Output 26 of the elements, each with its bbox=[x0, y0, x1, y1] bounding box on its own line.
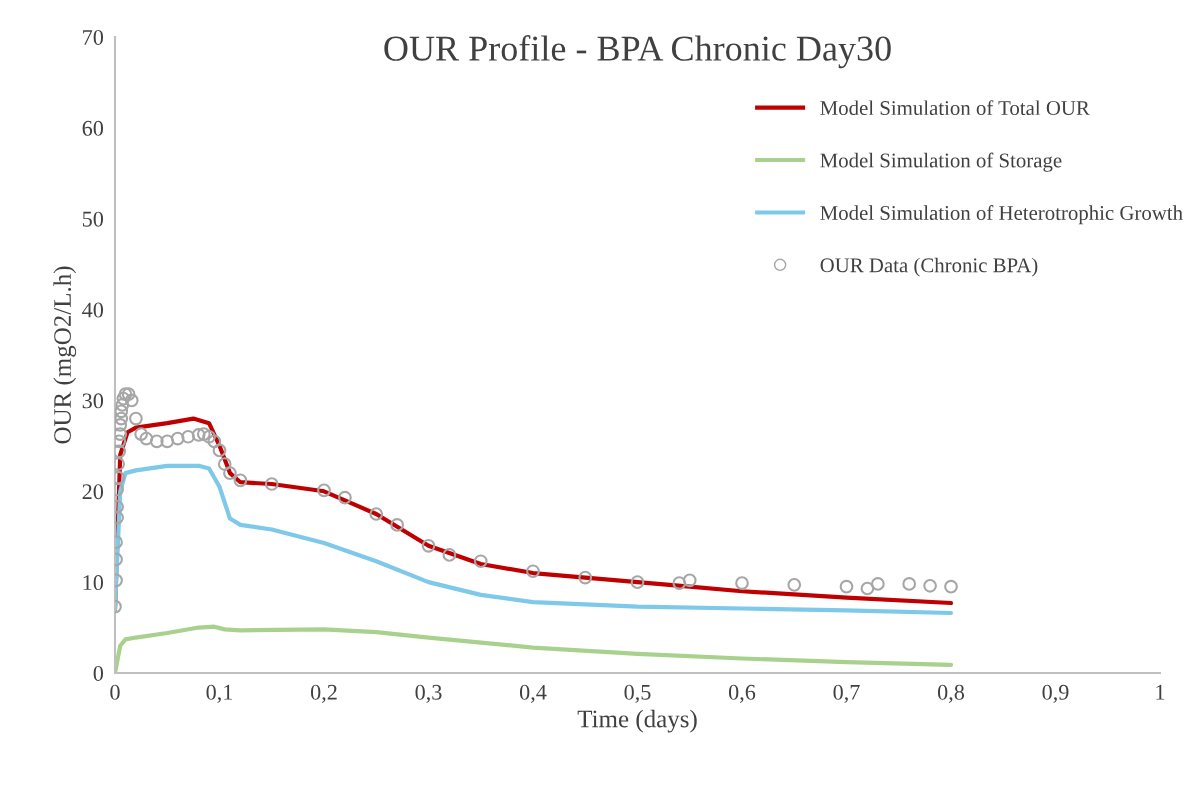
x-tick-label: 0 bbox=[110, 684, 120, 700]
y-axis-title: OUR (mgO2/L.h) bbox=[53, 266, 77, 444]
legend-label: Model Simulation of Total OUR bbox=[820, 100, 1090, 116]
y-tick-label: 30 bbox=[82, 393, 104, 409]
x-tick-label: 0,5 bbox=[624, 684, 651, 703]
legend-label: Model Simulation of Heterotrophic Growth bbox=[820, 205, 1183, 225]
x-tick-label: 0,7 bbox=[833, 684, 860, 703]
legend-label: Model Simulation of Storage bbox=[820, 152, 1062, 172]
y-tick-label: 10 bbox=[83, 575, 104, 591]
x-tick-label: 0,6 bbox=[728, 684, 756, 703]
x-tick-label: 0,4 bbox=[519, 684, 547, 703]
y-tick-label: 20 bbox=[82, 484, 104, 500]
x-tick-label: 0,3 bbox=[415, 684, 442, 703]
x-tick-label: 1 bbox=[1156, 684, 1165, 700]
x-tick-label: 0,9 bbox=[1042, 684, 1069, 703]
x-tick-label: 0,1 bbox=[206, 684, 233, 703]
y-tick-label: 0 bbox=[93, 665, 104, 681]
x-axis-title: Time (days) bbox=[577, 709, 697, 733]
chart-title: OUR Profile - BPA Chronic Day30 bbox=[384, 35, 891, 69]
y-tick-label: 50 bbox=[82, 211, 104, 227]
legend-label: OUR Data (Chronic BPA) bbox=[820, 257, 1038, 277]
y-tick-label: 70 bbox=[83, 29, 104, 45]
x-tick-label: 0,2 bbox=[310, 684, 337, 703]
y-tick-label: 40 bbox=[82, 302, 104, 318]
x-tick-label: 0,8 bbox=[937, 684, 965, 703]
y-tick-label: 60 bbox=[82, 120, 104, 136]
